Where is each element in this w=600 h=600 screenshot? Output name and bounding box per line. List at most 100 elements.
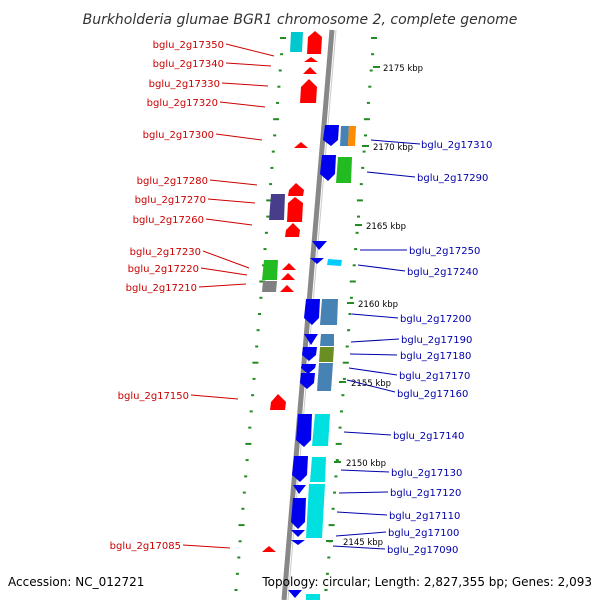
label-2g17130[interactable]: bglu_2g17130 bbox=[391, 468, 462, 479]
gene-2g17160[interactable] bbox=[300, 373, 315, 389]
right-scale-tick bbox=[357, 215, 360, 218]
gene-offpage-companion[interactable] bbox=[306, 594, 320, 600]
label-2g17290[interactable]: bglu_2g17290 bbox=[417, 173, 488, 184]
gene-2g17230-arrow[interactable] bbox=[282, 263, 296, 270]
gene-2g17310-companion-2[interactable] bbox=[348, 126, 356, 146]
gene-2g17170[interactable] bbox=[301, 364, 316, 374]
gene-2g17270-companion[interactable] bbox=[269, 194, 285, 220]
right-scale-tick bbox=[341, 394, 345, 397]
gene-2g17350[interactable] bbox=[307, 31, 322, 54]
label-2g17310[interactable]: bglu_2g17310 bbox=[421, 140, 492, 151]
gene-2g17310-companion[interactable] bbox=[340, 126, 349, 146]
label-2g17220[interactable]: bglu_2g17220 bbox=[128, 264, 199, 275]
right-scale-tick bbox=[328, 524, 335, 527]
gene-2g17250[interactable] bbox=[312, 241, 327, 250]
gene-2g17240-companion[interactable] bbox=[327, 259, 342, 266]
right-scale-tick bbox=[356, 199, 363, 202]
gene-2g17220[interactable] bbox=[281, 273, 295, 280]
gene-2g17110[interactable] bbox=[291, 498, 306, 529]
gene-2g17260[interactable] bbox=[285, 223, 300, 237]
gene-2g17330[interactable] bbox=[303, 67, 317, 74]
left-scale-tick bbox=[273, 134, 277, 137]
leader-2g17100 bbox=[335, 531, 387, 537]
gene-2g17310[interactable] bbox=[323, 125, 339, 146]
label-2g17340[interactable]: bglu_2g17340 bbox=[153, 59, 224, 70]
gene-2g17240[interactable] bbox=[310, 258, 324, 264]
gene-2g17090[interactable] bbox=[291, 540, 305, 545]
label-2g17250[interactable]: bglu_2g17250 bbox=[409, 246, 480, 257]
label-2g17230[interactable]: bglu_2g17230 bbox=[130, 247, 201, 258]
leader-2g17300 bbox=[215, 133, 263, 141]
label-2g17160[interactable]: bglu_2g17160 bbox=[397, 389, 468, 400]
gene-2g17280[interactable] bbox=[288, 183, 304, 196]
label-2g17190[interactable]: bglu_2g17190 bbox=[401, 335, 472, 346]
left-scale-tick bbox=[280, 37, 286, 39]
leader-2g17290 bbox=[366, 171, 416, 178]
label-2g17100[interactable]: bglu_2g17100 bbox=[388, 528, 459, 539]
label-2g17120[interactable]: bglu_2g17120 bbox=[390, 488, 461, 499]
gene-2g17270[interactable] bbox=[287, 197, 303, 222]
kbp-label-2170: 2170 kbp bbox=[373, 143, 413, 153]
label-2g17270[interactable]: bglu_2g17270 bbox=[135, 195, 206, 206]
gene-2g17210[interactable] bbox=[280, 285, 294, 292]
leader-2g17210 bbox=[198, 283, 247, 288]
left-scale-tick bbox=[270, 166, 274, 169]
gene-2g17120[interactable] bbox=[293, 485, 306, 494]
gene-2g17210-companion[interactable] bbox=[262, 281, 277, 292]
label-2g17200[interactable]: bglu_2g17200 bbox=[400, 314, 471, 325]
gene-2g17160-companion[interactable] bbox=[317, 377, 332, 391]
gene-2g17100[interactable] bbox=[291, 530, 305, 537]
label-2g17320[interactable]: bglu_2g17320 bbox=[147, 98, 218, 109]
gene-2g17290-companion[interactable] bbox=[336, 157, 352, 183]
gene-2g17200-companion[interactable] bbox=[320, 299, 338, 325]
label-2g17260[interactable]: bglu_2g17260 bbox=[133, 215, 204, 226]
map-title: Burkholderia glumae BGR1 chromosome 2, c… bbox=[83, 12, 518, 28]
gene-2g17340[interactable] bbox=[304, 57, 318, 62]
gene-2g17230[interactable] bbox=[262, 260, 278, 280]
gene-2g17190-companion[interactable] bbox=[320, 334, 334, 346]
gene-offpage[interactable] bbox=[288, 590, 302, 598]
label-2g17330[interactable]: bglu_2g17330 bbox=[149, 79, 220, 90]
left-scale-tick bbox=[271, 150, 275, 153]
label-2g17350[interactable]: bglu_2g17350 bbox=[153, 40, 224, 51]
gene-2g17140-companion[interactable] bbox=[312, 414, 330, 446]
label-2g17180[interactable]: bglu_2g17180 bbox=[400, 351, 471, 362]
gene-2g17150[interactable] bbox=[270, 394, 286, 410]
gene-2g17120-companion[interactable] bbox=[306, 484, 325, 538]
label-2g17140[interactable]: bglu_2g17140 bbox=[393, 431, 464, 442]
gene-2g17290[interactable] bbox=[320, 155, 336, 181]
right-scale-tick bbox=[359, 183, 363, 186]
label-2g17110[interactable]: bglu_2g17110 bbox=[389, 511, 460, 522]
left-scale-tick bbox=[273, 118, 280, 121]
left-scale-tick bbox=[244, 475, 248, 478]
label-2g17090[interactable]: bglu_2g17090 bbox=[387, 545, 458, 556]
gene-2g17180-companion[interactable] bbox=[319, 347, 334, 362]
label-2g17280[interactable]: bglu_2g17280 bbox=[137, 176, 208, 187]
gene-2g17300[interactable] bbox=[294, 142, 308, 148]
kbp-label-2175: 2175 kbp bbox=[383, 64, 423, 74]
gene-2g17180[interactable] bbox=[302, 347, 317, 361]
label-2g17240[interactable]: bglu_2g17240 bbox=[407, 267, 478, 278]
leader-2g17230 bbox=[202, 250, 250, 269]
gene-2g17085[interactable] bbox=[262, 546, 276, 552]
right-scale-tick bbox=[327, 556, 331, 559]
gene-2g17190[interactable] bbox=[304, 334, 318, 345]
right-scale-tick bbox=[333, 491, 336, 494]
gene-2g17130[interactable] bbox=[292, 456, 308, 482]
label-2g17170[interactable]: bglu_2g17170 bbox=[399, 371, 470, 382]
label-2g17150[interactable]: bglu_2g17150 bbox=[118, 391, 189, 402]
gene-2g17130-companion[interactable] bbox=[310, 457, 326, 482]
gene-2g17200[interactable] bbox=[304, 299, 320, 325]
gene-2g17170-companion[interactable] bbox=[318, 363, 333, 377]
right-scale-tick bbox=[369, 69, 373, 72]
label-2g17300[interactable]: bglu_2g17300 bbox=[143, 130, 214, 141]
leader-2g17270 bbox=[207, 198, 256, 204]
leader-2g17220 bbox=[200, 267, 248, 276]
gene-2g17140[interactable] bbox=[296, 414, 312, 447]
gene-2g17320[interactable] bbox=[300, 79, 317, 103]
gene-2g17350-companion[interactable] bbox=[290, 32, 303, 52]
leader-2g17240 bbox=[357, 264, 406, 272]
label-2g17210[interactable]: bglu_2g17210 bbox=[126, 283, 197, 294]
label-2g17085[interactable]: bglu_2g17085 bbox=[110, 541, 181, 552]
